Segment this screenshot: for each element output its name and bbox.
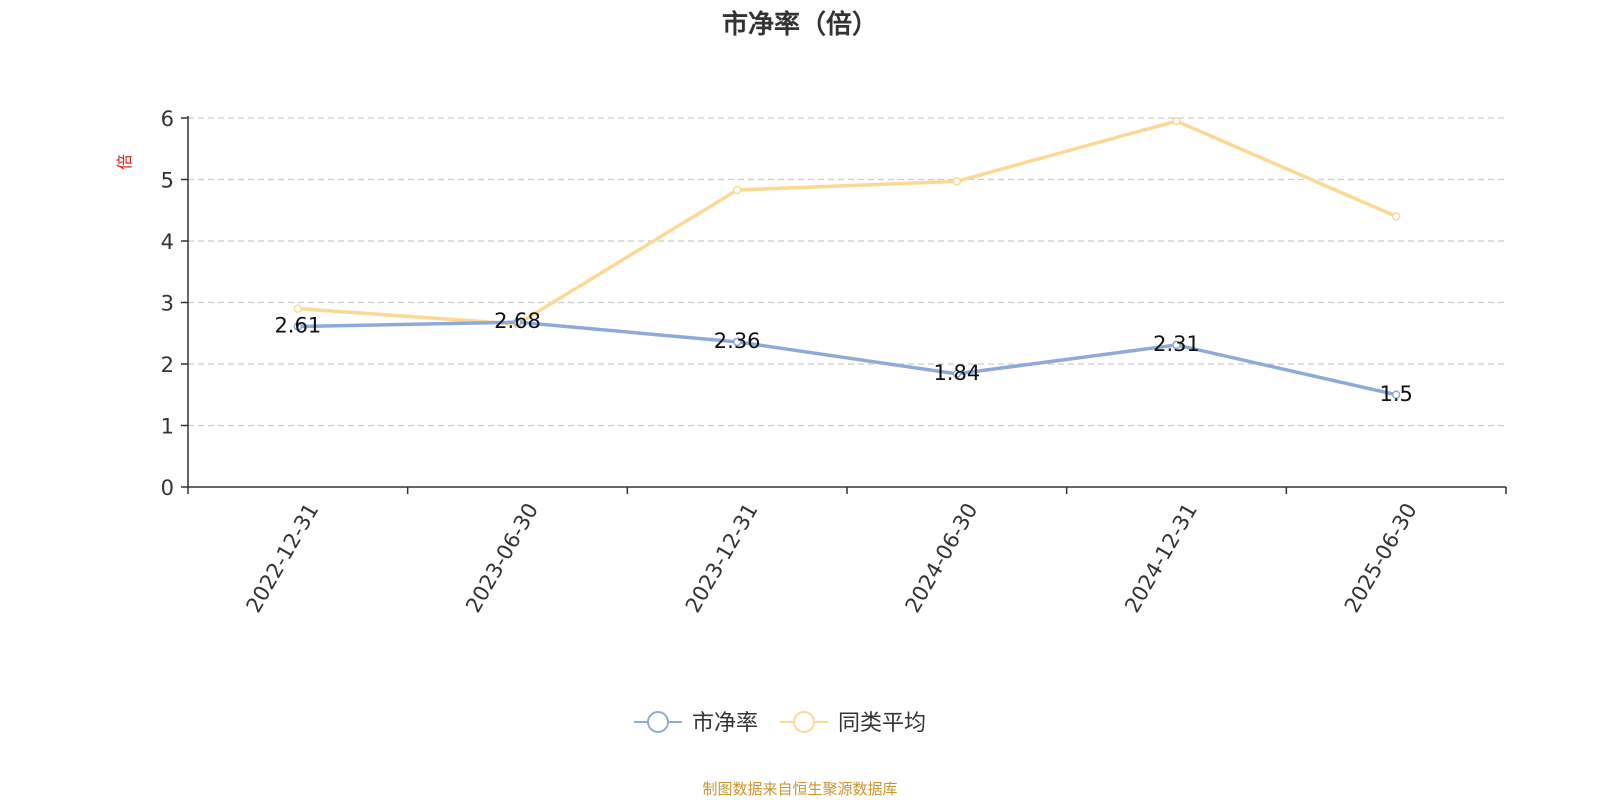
data-label: 1.84 [933, 361, 980, 385]
legend-marker [793, 711, 815, 733]
y-tick-labels: 0 1 2 3 4 5 6 [161, 107, 174, 500]
data-point [952, 177, 962, 186]
data-label: 2.31 [1153, 332, 1200, 356]
source-note: 制图数据来自恒生聚源数据库 [702, 780, 898, 798]
y-tick-label: 0 [161, 476, 174, 500]
data-point [293, 304, 303, 313]
series-lines [297, 119, 1397, 397]
x-tick-label: 2023-06-30 [461, 499, 543, 617]
series-line-1 [297, 119, 1397, 326]
data-labels: 2.61 2.68 2.36 1.84 2.31 1.5 [274, 309, 1412, 406]
grid-lines [188, 117, 1506, 427]
x-tick-label: 2024-06-30 [901, 499, 983, 617]
data-point [1172, 340, 1181, 350]
y-tick-label: 1 [161, 415, 174, 439]
data-point [732, 185, 742, 195]
series-points [293, 116, 1401, 399]
y-tick-label: 2 [161, 353, 174, 377]
legend-item[interactable]: 同类平均 [780, 711, 926, 736]
axes [181, 116, 1507, 494]
x-tick-label: 2025-06-30 [1340, 499, 1422, 617]
y-tick-label: 4 [161, 230, 174, 254]
y-axis-label: 倍 [115, 154, 134, 170]
data-label: 2.36 [714, 329, 761, 353]
data-label: 1.5 [1379, 382, 1412, 406]
data-point [732, 337, 742, 347]
legend-item[interactable]: 市净率 [634, 711, 758, 736]
data-point [293, 322, 303, 331]
legend-label: 市净率 [692, 711, 758, 736]
legend-marker [647, 711, 669, 733]
data-point [1391, 212, 1401, 221]
data-point [1172, 116, 1181, 126]
y-tick-label: 3 [161, 292, 174, 316]
y-tick-label: 6 [161, 107, 174, 131]
x-tick-label: 2022-12-31 [242, 499, 324, 617]
y-tick-label: 5 [161, 169, 174, 193]
data-label: 2.61 [274, 313, 321, 337]
data-label: 2.68 [494, 309, 541, 333]
x-tick-label: 2024-12-31 [1120, 499, 1202, 617]
data-point [513, 317, 522, 327]
data-point [952, 369, 962, 379]
legend[interactable]: 市净率 同类平均 [634, 711, 926, 736]
series-line-0 [297, 320, 1397, 397]
chart-title: 市净率（倍） [722, 9, 878, 40]
x-tick-labels: 2022-12-31 2023-06-30 2023-12-31 2024-06-30… [242, 499, 1422, 617]
legend-label: 同类平均 [838, 711, 926, 736]
data-point [1391, 390, 1401, 399]
x-tick-label: 2023-12-31 [681, 499, 763, 617]
